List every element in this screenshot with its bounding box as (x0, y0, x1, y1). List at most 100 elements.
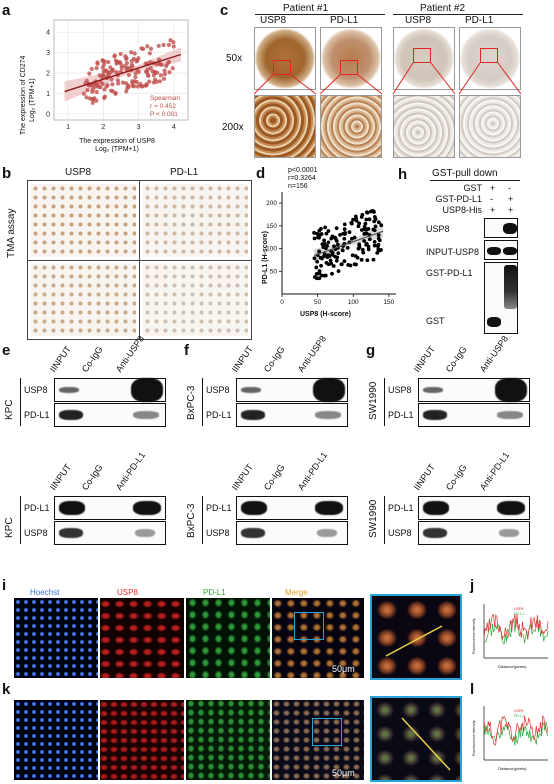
panel-d-point (342, 222, 347, 227)
panel-d-stats: p<0.0001 r=0.3264 n=156 (288, 167, 317, 191)
panel-a-point (136, 69, 141, 75)
lane-label: Co-IgG (79, 462, 105, 492)
panel-d-point (324, 231, 329, 236)
band (499, 529, 519, 537)
fluor-k-zoom (370, 696, 462, 782)
panel-a-point (166, 42, 172, 47)
profile-ylabel: Fluorescence intensity (472, 720, 476, 756)
panel-a-point (143, 83, 148, 88)
panel-a-point (167, 70, 172, 75)
panel-label-f: f (184, 342, 189, 359)
tma-pdl1-2 (143, 263, 248, 336)
panel-a-point (148, 46, 154, 51)
ihc-p1-pdl1-200x (320, 95, 382, 158)
panel-d-point (334, 226, 339, 231)
panel-d-point (353, 214, 358, 219)
panel-d-ytick: 100 (266, 246, 277, 253)
panel-a-point (115, 78, 121, 83)
panel-d-point (312, 230, 317, 235)
panel-d-point (342, 227, 347, 232)
panel-d-stat-n: n=156 (288, 183, 308, 190)
panel-a-point (123, 54, 128, 59)
panel-d-ytick: 150 (266, 223, 277, 230)
panel-a-ylabel-line2: Log₂ (TPM+1) (29, 78, 36, 122)
panel-a-stats: Spearman r = 0.452 P < 0.001 (150, 95, 180, 119)
panel-h-blot2 (484, 240, 518, 260)
panel-d-point (316, 234, 321, 238)
panel-d-point (360, 247, 365, 252)
panel-a-point (81, 91, 87, 96)
panel-a-point (94, 98, 99, 103)
panel-d-point (336, 269, 341, 274)
panel-d-point (314, 265, 319, 270)
panel-a-point (145, 67, 150, 72)
panel-b-col-pdl1: PD-L1 (170, 167, 199, 178)
lane-label: Anti-USP8 (295, 333, 329, 374)
panel-a-point (116, 60, 122, 65)
panel-d-point (332, 244, 336, 249)
panel-a-xlabel-line1: The expression of USP8 (79, 138, 155, 145)
panel-h-row1-v1: + (490, 183, 496, 193)
panel-a-point (101, 62, 107, 67)
panel-h-blot1-label: USP8 (426, 224, 450, 234)
panel-h-title-rule (430, 180, 520, 181)
panel-a-point (108, 65, 113, 70)
blot-strip (418, 521, 530, 545)
panel-h-blot3-label: GST-PD-L1 (426, 268, 473, 278)
panel-d-point (376, 220, 381, 225)
ihc-p2-usp8-200x (393, 95, 455, 158)
panel-d-point (359, 228, 364, 232)
panel-a-point (129, 58, 134, 64)
panel-d-point (340, 248, 345, 253)
panel-d-point (372, 243, 377, 248)
band (495, 378, 527, 402)
lane-label: Co-IgG (261, 462, 287, 492)
profile-line-pdl1 (483, 619, 549, 645)
fluor-k-pdl1 (186, 700, 270, 780)
panel-a-point (124, 61, 129, 66)
band (503, 247, 517, 255)
panel-a-xtick: 2 (101, 124, 105, 131)
band (241, 410, 265, 420)
panel-d-point (364, 242, 369, 247)
panel-a-point (112, 54, 117, 59)
band (423, 501, 449, 515)
blot-strip (236, 378, 348, 402)
panel-d-point (373, 217, 378, 221)
fluor-k-merge: 50μm (272, 700, 364, 780)
panel-a-point (90, 87, 96, 92)
cell-line-label: SW1990 (368, 499, 379, 538)
panel-a-scatter-plot: 1 2 3 4 0 1 2 3 4 (46, 19, 189, 131)
protein-label: USP8 (388, 528, 412, 538)
panel-d-point (327, 254, 332, 259)
panel-d-yticks: 50 100 150 200 (266, 200, 282, 275)
panel-a-point (161, 76, 167, 81)
panel-a-ytick: 1 (46, 91, 50, 98)
ihc-p2-pdl1-200x (459, 95, 521, 158)
blot-strip (236, 521, 348, 545)
panel-b-side-label: TMA assay (6, 208, 17, 258)
panel-a-point (109, 77, 114, 82)
panel-a-point (102, 59, 107, 64)
fluor-k-roi (312, 718, 342, 746)
fluor-title-merge: Merge (285, 588, 308, 597)
cell-line-label: SW1990 (368, 381, 379, 420)
panel-label-h: h (398, 166, 408, 183)
ihc-zoom-lines (254, 62, 522, 95)
panel-d-point (365, 258, 370, 263)
panel-d-point (347, 230, 352, 235)
panel-a-xtick: 1 (66, 124, 70, 131)
panel-d-point (367, 217, 372, 222)
panel-a-point (90, 100, 95, 106)
band (423, 528, 447, 538)
panel-a-point (151, 73, 156, 78)
panel-c-col-usp8-2: USP8 (405, 15, 432, 26)
panel-a-ytick: 3 (46, 50, 50, 57)
panel-d-points (312, 209, 384, 281)
panel-a-point (100, 73, 105, 78)
panel-d-point (359, 257, 364, 262)
profile-legend-pdl1: PD-L1 (514, 612, 524, 616)
panel-a-point (93, 84, 98, 89)
blot-strip (236, 496, 348, 520)
band (241, 387, 261, 393)
